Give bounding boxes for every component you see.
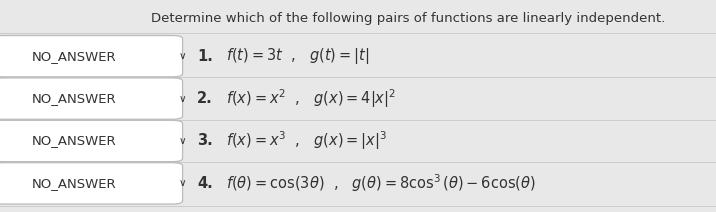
FancyBboxPatch shape	[0, 163, 183, 204]
Text: $f(\theta) = \cos(3\theta)$  ,   $g(\theta) = 8\cos^3(\theta) - 6\cos(\theta)$: $f(\theta) = \cos(3\theta)$ , $g(\theta)…	[226, 173, 536, 194]
Text: 4.: 4.	[197, 176, 213, 191]
Text: ∨: ∨	[179, 51, 186, 61]
Text: ∨: ∨	[179, 136, 186, 146]
Text: 1.: 1.	[197, 49, 213, 64]
Text: 3.: 3.	[197, 134, 213, 148]
Text: $f(x) = x^2$  ,   $g(x) = 4|x|^2$: $f(x) = x^2$ , $g(x) = 4|x|^2$	[226, 87, 396, 110]
Text: 2.: 2.	[197, 91, 213, 106]
Text: Determine which of the following pairs of functions are linearly independent.: Determine which of the following pairs o…	[151, 12, 665, 25]
FancyBboxPatch shape	[0, 120, 183, 162]
Text: ∨: ∨	[179, 178, 186, 188]
FancyBboxPatch shape	[0, 78, 183, 119]
Text: $f(t) = 3t$  ,   $g(t) = |t|$: $f(t) = 3t$ , $g(t) = |t|$	[226, 46, 369, 66]
FancyBboxPatch shape	[0, 35, 183, 77]
Text: NO_ANSWER: NO_ANSWER	[32, 134, 117, 148]
Text: NO_ANSWER: NO_ANSWER	[32, 177, 117, 190]
Text: $f(x) = x^3$  ,   $g(x) = |x|^3$: $f(x) = x^3$ , $g(x) = |x|^3$	[226, 130, 387, 152]
Text: NO_ANSWER: NO_ANSWER	[32, 92, 117, 105]
Text: NO_ANSWER: NO_ANSWER	[32, 50, 117, 63]
Text: ∨: ∨	[179, 93, 186, 104]
